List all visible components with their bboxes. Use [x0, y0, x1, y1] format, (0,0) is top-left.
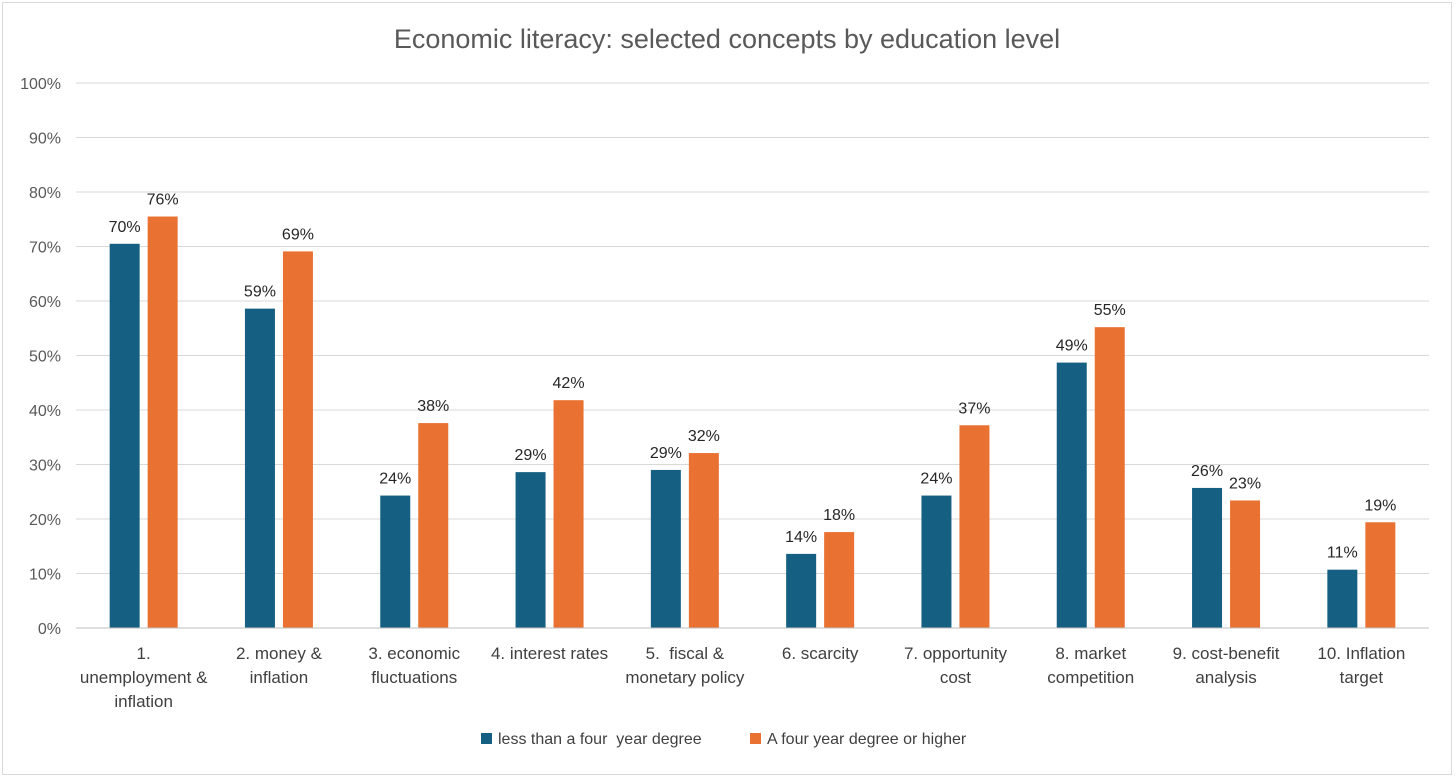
data-label: 29%	[515, 447, 547, 464]
y-tick-label: 30%	[29, 458, 61, 475]
legend-item: A four year degree or higher	[750, 731, 967, 748]
data-labels: 70% 76% 59% 69% 24% 38% 29% 42% 29% 32% 14% 18% 24% 3…	[109, 192, 1397, 562]
x-tick-label: 10. Inflation	[1317, 644, 1405, 663]
bar	[418, 423, 449, 628]
legend-swatch	[750, 733, 761, 744]
data-label: 18%	[823, 507, 855, 524]
x-tick-label: fluctuations	[371, 668, 457, 687]
y-tick-label: 70%	[29, 240, 61, 257]
x-tick-label: unemployment &	[80, 668, 208, 687]
y-axis: 0% 10% 20% 30% 40% 50% 60% 70% 80% 90% 100%	[20, 76, 61, 638]
data-label: 11%	[1327, 545, 1358, 562]
data-label: 37%	[958, 400, 990, 417]
y-tick-label: 20%	[29, 512, 61, 529]
bar	[147, 216, 178, 628]
y-tick-label: 10%	[29, 567, 61, 584]
x-tick-label: 3. economic	[368, 644, 460, 663]
bar	[1327, 569, 1358, 628]
y-tick-label: 80%	[29, 185, 61, 202]
data-label: 29%	[650, 445, 682, 462]
bar	[1192, 487, 1223, 628]
x-axis: 1. unemployment & inflation 2. money & infla…	[76, 627, 1429, 711]
x-tick-label: cost	[940, 668, 971, 687]
x-tick-label: 9. cost-benefit	[1173, 644, 1280, 663]
data-label: 19%	[1364, 497, 1396, 514]
data-label: 69%	[282, 226, 314, 243]
bar	[688, 453, 719, 628]
data-label: 26%	[1191, 463, 1223, 480]
data-label: 14%	[785, 529, 817, 546]
y-tick-label: 60%	[29, 294, 61, 311]
x-tick-label: 2. money &	[236, 644, 323, 663]
bar	[109, 243, 140, 628]
bar	[1056, 362, 1087, 628]
x-tick-label: 4. interest rates	[491, 644, 608, 663]
bar	[959, 425, 990, 628]
bar	[244, 308, 275, 628]
y-tick-label: 50%	[29, 349, 61, 366]
bar	[824, 532, 855, 628]
y-tick-label: 0%	[38, 621, 61, 638]
y-tick-label: 100%	[20, 76, 61, 93]
legend-label: less than a four year degree	[498, 731, 702, 748]
x-tick-label: 1.	[137, 644, 151, 663]
legend-swatch	[481, 733, 492, 744]
data-label: 32%	[688, 428, 720, 445]
data-label: 55%	[1094, 302, 1126, 319]
y-tick-label: 90%	[29, 131, 61, 148]
x-tick-label: inflation	[250, 668, 309, 687]
bar	[650, 469, 681, 628]
x-tick-label: 8. market	[1055, 644, 1126, 663]
x-tick-label: 6. scarcity	[782, 644, 859, 663]
bar	[1230, 500, 1261, 628]
x-tick-label: inflation	[114, 692, 173, 711]
bar	[515, 472, 546, 628]
bar	[921, 495, 952, 628]
bar-chart: Economic literacy: selected concepts by …	[20, 24, 1429, 748]
bars	[109, 216, 1396, 628]
data-label: 42%	[553, 375, 585, 392]
bar	[553, 400, 584, 628]
data-label: 24%	[379, 471, 411, 488]
legend-item: less than a four year degree	[481, 731, 702, 748]
chart-title: Economic literacy: selected concepts by …	[394, 24, 1060, 54]
x-tick-label: target	[1340, 668, 1384, 687]
data-label: 24%	[920, 471, 952, 488]
data-label: 23%	[1229, 475, 1261, 492]
legend: less than a four year degree A four year …	[481, 731, 967, 748]
data-label: 76%	[147, 192, 179, 209]
x-tick-label: 7. opportunity	[904, 644, 1008, 663]
bar	[786, 553, 817, 628]
x-tick-label: competition	[1047, 668, 1134, 687]
bar	[1094, 327, 1125, 628]
x-tick-label: 5. fiscal &	[646, 644, 725, 663]
data-label: 38%	[417, 398, 449, 415]
x-tick-label: monetary policy	[625, 668, 745, 687]
bar	[1365, 522, 1396, 628]
legend-label: A four year degree or higher	[767, 731, 967, 748]
y-tick-label: 40%	[29, 403, 61, 420]
x-tick-label: analysis	[1195, 668, 1256, 687]
bar	[380, 495, 411, 628]
data-label: 70%	[109, 219, 141, 236]
bar	[282, 251, 313, 628]
data-label: 49%	[1056, 338, 1088, 355]
gridlines	[76, 82, 1429, 574]
data-label: 59%	[244, 284, 276, 301]
